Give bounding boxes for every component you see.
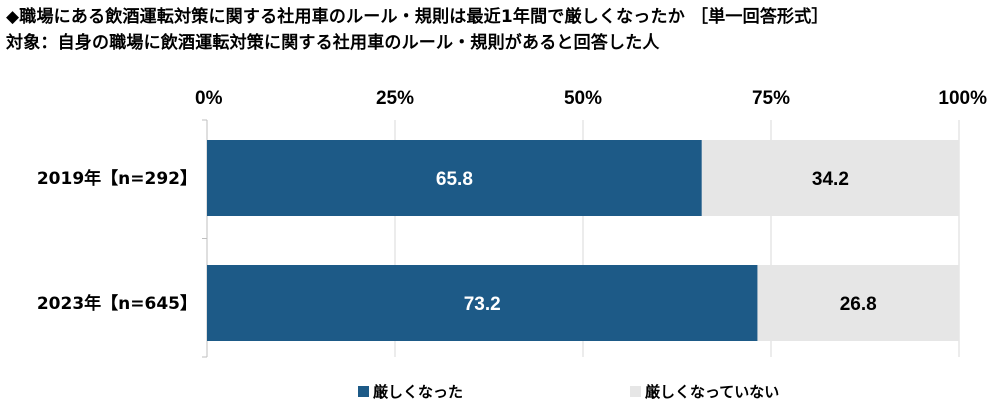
x-tick-label-4: 100% (938, 88, 987, 109)
chart-title: ◆職場にある飲酒運転対策に関する社用車のルール・規則は最近1年間で厳しくなったか… (6, 7, 829, 27)
legend-swatch-0 (358, 386, 369, 397)
legend-item-1: 厳しくなっていない (630, 381, 779, 402)
bar-segment-1-1 (757, 265, 959, 341)
bar-segment-0-1 (701, 140, 959, 216)
data-label-0-0: 65.8 (436, 169, 473, 190)
category-label-0: 2019年【n=292】 (37, 168, 197, 189)
legend-item-0: 厳しくなった (358, 381, 463, 402)
x-tick-label-3: 75% (752, 88, 790, 109)
legend-label-1: 厳しくなっていない (645, 383, 780, 401)
legend-label-0: 厳しくなった (373, 383, 464, 401)
data-label-0-1: 34.2 (812, 169, 849, 190)
data-label-1-1: 26.8 (840, 294, 877, 315)
bar-segment-1-0 (207, 265, 758, 341)
bar-segment-0-0 (207, 140, 702, 216)
data-label-1-0: 73.2 (464, 294, 501, 315)
legend-swatch-1 (630, 386, 641, 397)
x-tick-label-0: 0% (195, 88, 223, 109)
x-tick-label-2: 50% (564, 88, 602, 109)
chart-subtitle: 対象：自身の職場に飲酒運転対策に関する社用車のルール・規則があると回答した人 (6, 33, 660, 53)
category-label-1: 2023年【n=645】 (37, 293, 197, 314)
x-tick-label-1: 25% (376, 88, 414, 109)
